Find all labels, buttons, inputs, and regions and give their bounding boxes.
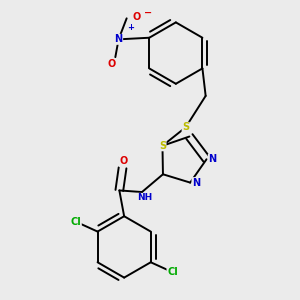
Text: N: N xyxy=(208,154,216,164)
Text: −: − xyxy=(144,8,152,17)
Text: Cl: Cl xyxy=(167,267,178,277)
Text: Cl: Cl xyxy=(70,217,81,227)
Text: NH: NH xyxy=(137,194,152,202)
Text: O: O xyxy=(108,59,116,69)
Text: O: O xyxy=(119,156,127,167)
Text: N: N xyxy=(192,178,200,188)
Text: +: + xyxy=(128,22,134,32)
Text: N: N xyxy=(115,34,123,44)
Text: S: S xyxy=(182,122,189,132)
Text: O: O xyxy=(132,12,140,22)
Text: S: S xyxy=(159,141,166,151)
